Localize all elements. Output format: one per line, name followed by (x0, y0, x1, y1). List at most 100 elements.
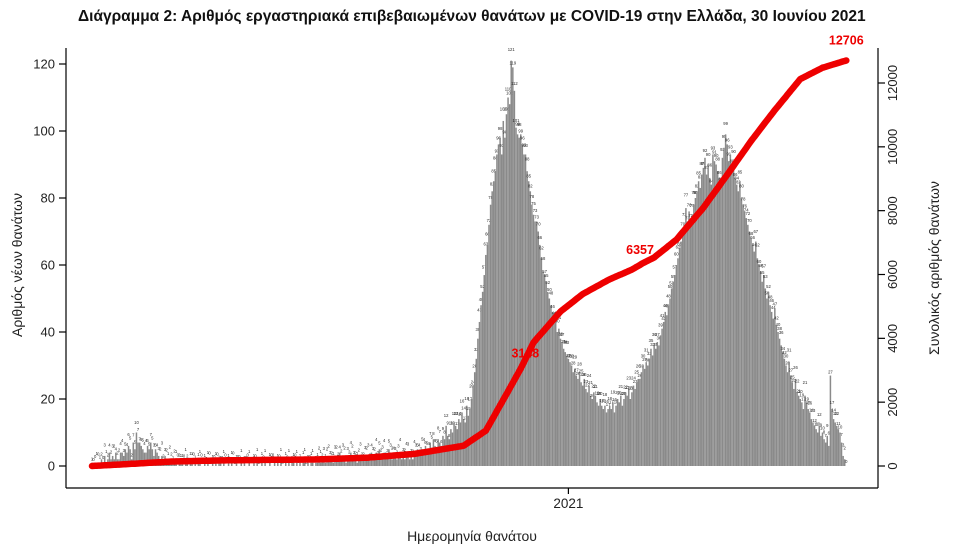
bar-label: 57 (542, 269, 547, 274)
bar (589, 395, 592, 466)
bar (594, 395, 597, 466)
bar (642, 365, 644, 466)
bar (586, 392, 589, 466)
bar-label: 2 (335, 445, 338, 450)
bar (713, 161, 716, 466)
bar (485, 254, 487, 466)
bar-label: 3 (161, 440, 164, 445)
bar-label: 50 (668, 284, 673, 289)
bar (354, 459, 357, 466)
bar (737, 191, 740, 467)
bar-label: 0 (278, 453, 281, 458)
bar (812, 422, 814, 466)
bar (223, 462, 225, 466)
bar-label: 22 (623, 384, 628, 389)
bar (683, 224, 686, 466)
bar-label: 83 (698, 174, 703, 179)
bar (766, 298, 768, 466)
bar (602, 409, 605, 466)
bar-label: 1 (199, 449, 202, 454)
bar (672, 281, 674, 466)
bar-label: 48 (479, 297, 484, 302)
bar (836, 425, 838, 466)
bar (775, 325, 778, 466)
bar-label: 1 (99, 455, 102, 460)
bar (381, 455, 384, 466)
bar-label: 1 (293, 452, 296, 457)
bar (745, 218, 748, 466)
bar-label: 5 (154, 442, 157, 447)
bar-label: 4 (427, 441, 430, 446)
bar-label: 68 (749, 231, 754, 236)
bar-label: 20 (590, 393, 595, 398)
cumulative-line (88, 57, 850, 470)
bar-label: 119 (509, 60, 516, 65)
bar-label: 19 (595, 391, 600, 396)
bar-label: 36 (657, 336, 662, 341)
bar (219, 462, 222, 466)
bar-label: 17 (806, 400, 811, 405)
bar (505, 114, 508, 466)
bar (662, 321, 665, 466)
bar (664, 311, 667, 466)
bar (702, 167, 705, 466)
bar-label: 98 (498, 126, 503, 131)
bar-label: 46 (769, 298, 774, 303)
bar-label: 36 (779, 330, 784, 335)
bar (461, 412, 463, 466)
bar (119, 452, 122, 466)
bar-label: 28 (785, 361, 790, 366)
bar-label: 52 (545, 280, 550, 285)
bar-label: 85 (526, 173, 531, 178)
bar-label: 5 (426, 440, 429, 445)
left-tick-label: 20 (41, 392, 55, 407)
bar-label: 90 (706, 152, 711, 157)
bar (488, 224, 490, 466)
bar-label: 12 (444, 413, 449, 418)
bar (348, 459, 351, 466)
bar (491, 191, 493, 467)
bar (659, 335, 662, 466)
bar (600, 405, 603, 466)
bar (529, 191, 532, 467)
bar-label: 18 (614, 400, 619, 405)
bar (542, 271, 544, 466)
bar (327, 459, 330, 466)
bar-label: 1 (105, 449, 108, 454)
bar (365, 459, 368, 466)
bar-label: 74 (744, 207, 749, 212)
bar (386, 455, 389, 466)
bar-label: 21 (625, 385, 630, 390)
bar-label: 93 (728, 145, 733, 150)
bar (831, 409, 833, 466)
bar (332, 462, 335, 466)
bar (685, 208, 687, 467)
left-tick-label: 0 (48, 459, 55, 474)
bar (786, 372, 789, 466)
bar-label: 1 (310, 451, 313, 456)
bar-label: 0 (246, 452, 249, 457)
bar (135, 432, 138, 466)
bar-label: 30 (784, 354, 789, 359)
bar (829, 375, 832, 466)
bar-label: 96 (496, 136, 501, 141)
bar (277, 462, 279, 466)
bar (142, 449, 144, 466)
bar (656, 342, 659, 466)
bar-label: 0 (183, 453, 186, 458)
bar (126, 452, 128, 466)
bar (810, 419, 813, 466)
bar-label: 1 (96, 451, 99, 456)
bar-label: 7 (137, 427, 140, 432)
bar-label: 2 (113, 444, 116, 449)
bar (807, 409, 809, 466)
bar (715, 164, 717, 466)
bar-label: 46 (550, 304, 555, 309)
bar (608, 405, 611, 466)
bar-label: 96 (520, 136, 525, 141)
bar (154, 449, 157, 466)
bar (439, 442, 441, 466)
bar (721, 157, 724, 467)
bar-label: 0 (97, 451, 100, 456)
bar-label: 75 (690, 203, 695, 208)
